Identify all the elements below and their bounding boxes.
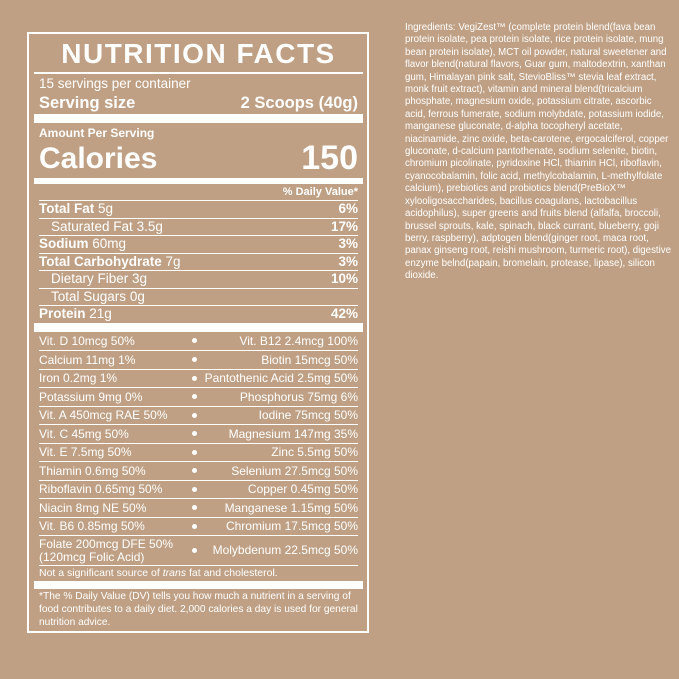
medium-divider-bar (34, 178, 363, 184)
micronutrient-row: Vit. E 7.5mg 50% Zinc 5.5mg 50% (39, 442, 358, 462)
nutrient-row-protein: Protein 21g 42% (39, 305, 358, 323)
calories-label: Calories (39, 142, 158, 175)
nutrition-facts-title: NUTRITION FACTS (61, 38, 336, 69)
nutrient-name: Total Carbohydrate (39, 253, 162, 269)
disclaimer-prefix: Not a significant source of (39, 567, 163, 579)
disclaimer-italic-word: trans (162, 567, 187, 579)
nutrient-row-total-sugars: Total Sugars 0g (39, 287, 358, 306)
bullet-icon (192, 486, 198, 492)
micronutrient-left: Riboflavin 0.65mg 50% (39, 482, 163, 496)
nutrient-name: Total Sugars (51, 288, 127, 304)
micronutrient-left: Iron 0.2mg 1% (39, 371, 118, 385)
micronutrients-table: Vit. D 10mcg 50% Vit. B12 2.4mcg 100% Cal… (39, 332, 358, 566)
micronutrient-right: Pantothenic Acid 2.5mg 50% (204, 371, 358, 385)
serving-size-value: 2 Scoops (40g) (240, 94, 358, 112)
nutrient-dv: 42% (330, 306, 358, 321)
thick-divider-bar (34, 114, 363, 123)
micronutrient-left: Potassium 9mg 0% (39, 389, 143, 404)
micronutrient-row: Potassium 9mg 0% Phosphorus 75mg 6% (39, 387, 358, 406)
serving-size-label: Serving size (39, 94, 136, 112)
micronutrient-right: Magnesium 147mg 35% (228, 426, 358, 441)
bullet-icon (192, 412, 198, 418)
nutrient-dv: 17% (330, 218, 358, 234)
micronutrient-left: Niacin 8mg NE 50% (39, 500, 147, 515)
calories-row: Calories 150 (39, 139, 358, 177)
amount-per-serving-label: Amount Per Serving (39, 126, 155, 140)
bullet-icon (192, 449, 198, 455)
micronutrient-right: Selenium 27.5mcg 50% (231, 463, 358, 478)
bullet-icon (192, 505, 198, 511)
thick-divider-bar (34, 581, 363, 589)
micronutrient-right: Molybdenum 22.5mcg 50% (212, 543, 358, 558)
nutrient-row-total-carbohydrate: Total Carbohydrate 7g 3% (39, 252, 358, 271)
nutrient-name: Protein (39, 306, 86, 321)
nutrient-amount: 0g (129, 288, 145, 304)
micronutrient-right: Biotin 15mcg 50% (261, 352, 358, 367)
serving-size-row: Serving size 2 Scoops (40g) (39, 94, 358, 114)
nutrient-dv: 6% (338, 201, 358, 216)
micronutrient-row: Calcium 11mg 1% Biotin 15mcg 50% (39, 350, 358, 369)
nutrient-row-saturated-fat: Saturated Fat 3.5g 17% (39, 217, 358, 236)
bullet-icon (192, 375, 198, 381)
micronutrient-row: Vit. B6 0.85mg 50% Chromium 17.5mcg 50% (39, 516, 358, 536)
micronutrient-right: Phosphorus 75mg 6% (239, 389, 358, 404)
bullet-icon (192, 394, 198, 400)
micronutrient-right: Copper 0.45mg 50% (247, 482, 358, 496)
micronutrient-left: Vit. B6 0.85mg 50% (39, 519, 145, 533)
micronutrient-right: Iodine 75mcg 50% (258, 408, 358, 422)
nutrient-amount: 7g (165, 253, 181, 269)
nutrient-name: Saturated Fat (51, 218, 133, 234)
micronutrient-row: Vit. D 10mcg 50% Vit. B12 2.4mcg 100% (39, 332, 358, 351)
nutrient-dv: 3% (338, 253, 358, 269)
nutrient-dv: 3% (338, 236, 358, 251)
bullet-icon (192, 431, 198, 437)
calories-value: 150 (301, 139, 358, 177)
nutrient-amount: 3g (132, 271, 148, 286)
micronutrient-row: Vit. A 450mcg RAE 50% Iodine 75mcg 50% (39, 405, 358, 425)
micronutrient-right: Zinc 5.5mg 50% (271, 445, 358, 459)
micronutrient-row: Vit. C 45mg 50% Magnesium 147mg 35% (39, 424, 358, 443)
bullet-icon (192, 523, 198, 529)
micronutrient-left: Vit. D 10mcg 50% (39, 333, 135, 348)
ingredients-paragraph: Ingredients: VegiZest™ (complete protein… (405, 22, 671, 282)
micronutrient-left: Folate 200mcg DFE 50% (39, 537, 174, 551)
micronutrient-row: Niacin 8mg NE 50% Manganese 1.15mg 50% (39, 498, 358, 517)
nutrient-name: Dietary Fiber (51, 271, 129, 286)
nutrient-amount: 60mg (92, 236, 127, 251)
micronutrient-left: Vit. E 7.5mg 50% (39, 445, 132, 459)
daily-value-footnote: *The % Daily Value (DV) tells you how mu… (39, 591, 358, 628)
micronutrient-left: Thiamin 0.6mg 50% (39, 463, 146, 478)
micronutrient-left-line2: (120mcg Folic Acid) (39, 549, 145, 564)
nutrient-amount: 5g (98, 201, 114, 216)
micronutrient-left: Vit. C 45mg 50% (39, 426, 129, 441)
bullet-icon (192, 468, 198, 474)
bullet-icon (192, 338, 198, 344)
nutrient-dv: 10% (330, 271, 358, 286)
nutrient-amount: 21g (89, 306, 112, 321)
bullet-icon (192, 548, 198, 553)
micronutrient-right: Manganese 1.15mg 50% (224, 500, 358, 515)
nutrient-name: Sodium (39, 236, 89, 251)
micronutrient-row-folate: Folate 200mcg DFE 50% (120mcg Folic Acid)… (39, 535, 358, 565)
disclaimer-suffix: fat and cholesterol. (186, 567, 278, 579)
micronutrient-right: Chromium 17.5mcg 50% (225, 519, 358, 533)
nutrient-amount: 3.5g (136, 218, 163, 234)
nutrient-row-total-fat: Total Fat 5g 6% (39, 200, 358, 218)
bullet-icon (192, 357, 198, 363)
micronutrient-row: Thiamin 0.6mg 50% Selenium 27.5mcg 50% (39, 461, 358, 480)
micronutrient-right: Vit. B12 2.4mcg 100% (239, 333, 358, 348)
thick-divider-bar (34, 322, 363, 332)
title-divider (34, 72, 363, 74)
nutrient-name: Total Fat (39, 201, 95, 216)
daily-value-header: % Daily Value* (282, 186, 358, 198)
micronutrient-left: Calcium 11mg 1% (39, 352, 136, 367)
micronutrient-left: Vit. A 450mcg RAE 50% (39, 408, 168, 422)
nutrition-facts-panel: NUTRITION FACTS 15 servings per containe… (27, 32, 369, 633)
trans-fat-disclaimer: Not a significant source of trans fat an… (39, 565, 358, 581)
servings-per-container: 15 servings per container (39, 76, 191, 91)
micronutrient-row: Riboflavin 0.65mg 50% Copper 0.45mg 50% (39, 479, 358, 499)
micronutrient-row: Iron 0.2mg 1% Pantothenic Acid 2.5mg 50% (39, 368, 358, 388)
nutrient-row-sodium: Sodium 60mg 3% (39, 235, 358, 253)
nutrient-row-dietary-fiber: Dietary Fiber 3g 10% (39, 270, 358, 288)
